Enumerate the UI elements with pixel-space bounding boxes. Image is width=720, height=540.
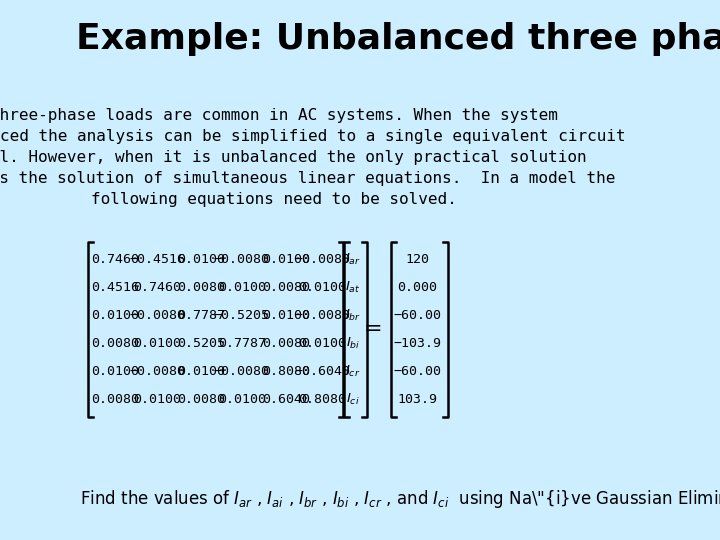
Text: −103.9: −103.9 <box>393 337 441 350</box>
Text: 0.0100: 0.0100 <box>262 253 310 266</box>
Text: $I_{bi}$: $I_{bi}$ <box>346 336 360 351</box>
Text: 0.0100: 0.0100 <box>133 337 181 350</box>
Text: Three-phase loads are common in AC systems. When the system
is balanced the anal: Three-phase loads are common in AC syste… <box>0 108 626 207</box>
Text: 0.7787: 0.7787 <box>217 337 266 350</box>
Text: 0.0100: 0.0100 <box>91 365 139 378</box>
Text: 0.0100: 0.0100 <box>91 309 139 322</box>
Text: $I_{cr}$: $I_{cr}$ <box>345 364 361 379</box>
Text: −0.0080: −0.0080 <box>214 365 270 378</box>
Text: −60.00: −60.00 <box>393 365 441 378</box>
Text: 0.000: 0.000 <box>397 281 437 294</box>
Text: Find the values of $I_{ar}$ , $I_{ai}$ , $I_{br}$ , $I_{bi}$ , $I_{cr}$ , and $I: Find the values of $I_{ar}$ , $I_{ai}$ ,… <box>81 488 720 510</box>
Text: 0.7460: 0.7460 <box>133 281 181 294</box>
Text: −0.0080: −0.0080 <box>294 253 351 266</box>
Text: =: = <box>364 319 382 340</box>
Text: 0.0100: 0.0100 <box>217 281 266 294</box>
Text: 103.9: 103.9 <box>397 393 437 406</box>
Text: 0.0100: 0.0100 <box>299 337 346 350</box>
Text: 0.5205: 0.5205 <box>177 337 225 350</box>
Text: 0.8080: 0.8080 <box>262 365 310 378</box>
Text: 0.0100: 0.0100 <box>177 365 225 378</box>
Text: −0.4516: −0.4516 <box>129 253 185 266</box>
Text: −0.0080: −0.0080 <box>214 253 270 266</box>
Text: 0.0100: 0.0100 <box>262 309 310 322</box>
Text: 0.0100: 0.0100 <box>217 393 266 406</box>
Text: 120: 120 <box>405 253 429 266</box>
Text: −60.00: −60.00 <box>393 309 441 322</box>
Text: 0.6040: 0.6040 <box>262 393 310 406</box>
Text: 0.0080: 0.0080 <box>262 281 310 294</box>
Text: 0.7787: 0.7787 <box>177 309 225 322</box>
Text: Example: Unbalanced three phase load: Example: Unbalanced three phase load <box>76 22 720 56</box>
Text: 0.0080: 0.0080 <box>177 393 225 406</box>
Text: $I_{br}$: $I_{br}$ <box>345 308 361 323</box>
Text: 0.0080: 0.0080 <box>91 393 139 406</box>
Text: 0.0080: 0.0080 <box>262 337 310 350</box>
Text: 0.0100: 0.0100 <box>177 253 225 266</box>
Text: 0.8080: 0.8080 <box>299 393 346 406</box>
Text: −0.6040: −0.6040 <box>294 365 351 378</box>
Text: −0.0080: −0.0080 <box>294 309 351 322</box>
Text: 0.0100: 0.0100 <box>299 281 346 294</box>
Text: 0.0080: 0.0080 <box>91 337 139 350</box>
Text: $I_{ar}$: $I_{ar}$ <box>345 252 361 267</box>
Text: −0.5205: −0.5205 <box>214 309 270 322</box>
Text: 0.0100: 0.0100 <box>133 393 181 406</box>
Text: 0.7460: 0.7460 <box>91 253 139 266</box>
Text: −0.0080: −0.0080 <box>129 365 185 378</box>
Text: $I_{at}$: $I_{at}$ <box>345 280 361 295</box>
Text: $I_{ci}$: $I_{ci}$ <box>346 392 359 407</box>
Text: 0.0080: 0.0080 <box>177 281 225 294</box>
Text: 0.4516: 0.4516 <box>91 281 139 294</box>
Text: −0.0080: −0.0080 <box>129 309 185 322</box>
